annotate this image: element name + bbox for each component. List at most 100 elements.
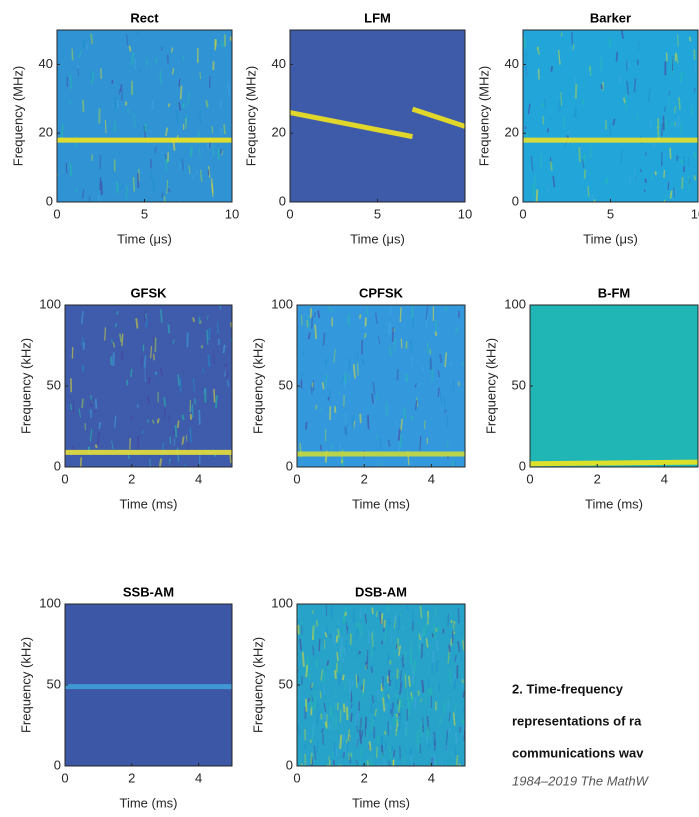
texture xyxy=(179,198,182,202)
texture xyxy=(625,94,627,109)
texture xyxy=(297,624,300,635)
texture xyxy=(151,177,155,193)
plot-area xyxy=(57,30,232,202)
texture xyxy=(664,117,668,132)
texture xyxy=(457,608,460,624)
texture xyxy=(206,315,209,320)
texture xyxy=(370,666,374,674)
texture xyxy=(543,98,547,108)
texture xyxy=(679,71,683,83)
texture xyxy=(458,763,461,766)
texture xyxy=(66,395,70,407)
texture xyxy=(332,630,336,646)
texture xyxy=(384,678,387,682)
texture xyxy=(395,677,398,690)
texture xyxy=(339,667,342,674)
texture xyxy=(562,116,566,129)
texture xyxy=(132,379,135,384)
texture xyxy=(439,390,442,404)
texture xyxy=(143,125,146,139)
texture xyxy=(425,638,429,648)
texture xyxy=(221,42,225,48)
caption-credit: 1984–2019 The MathW xyxy=(512,773,650,788)
x-axis-label: Time (μs) xyxy=(583,231,638,246)
texture xyxy=(310,682,314,688)
texture xyxy=(360,730,364,739)
texture xyxy=(364,608,367,615)
texture xyxy=(410,695,414,704)
texture xyxy=(166,314,170,324)
texture xyxy=(69,403,73,411)
texture xyxy=(599,57,603,71)
texture xyxy=(333,670,337,680)
y-axis-label: Frequency (kHz) xyxy=(18,338,33,434)
x-tick-label: 0 xyxy=(293,770,300,785)
texture xyxy=(371,393,375,404)
texture xyxy=(324,632,328,638)
texture xyxy=(399,681,403,695)
texture xyxy=(636,59,639,66)
texture xyxy=(358,650,362,655)
texture xyxy=(620,150,623,164)
texture xyxy=(320,713,323,720)
plot-background xyxy=(65,305,232,467)
texture xyxy=(324,374,328,387)
texture xyxy=(673,106,676,114)
texture xyxy=(150,346,153,359)
texture xyxy=(333,349,336,363)
texture xyxy=(112,342,116,348)
texture xyxy=(78,408,81,418)
x-tick-label: 5 xyxy=(374,206,381,221)
texture xyxy=(612,118,616,126)
texture xyxy=(693,175,697,181)
texture xyxy=(446,440,449,449)
texture xyxy=(211,145,215,157)
texture xyxy=(164,153,168,160)
texture xyxy=(408,675,411,687)
texture xyxy=(462,690,465,699)
texture xyxy=(400,338,403,349)
x-axis-label: Time (ms) xyxy=(119,496,177,511)
x-axis-label: Time (ms) xyxy=(352,795,410,810)
texture xyxy=(439,354,443,364)
texture xyxy=(446,413,449,427)
texture xyxy=(411,664,414,679)
texture xyxy=(425,315,429,330)
texture xyxy=(346,740,349,753)
texture xyxy=(426,616,429,624)
texture xyxy=(669,190,673,199)
texture xyxy=(371,607,374,615)
texture xyxy=(355,622,359,628)
texture xyxy=(344,612,347,616)
texture xyxy=(145,318,148,328)
texture xyxy=(402,698,405,708)
texture xyxy=(387,439,391,447)
texture xyxy=(376,735,380,743)
texture xyxy=(427,651,430,656)
plot-area xyxy=(290,30,465,202)
texture xyxy=(120,87,123,101)
texture xyxy=(388,679,392,686)
texture xyxy=(60,124,64,140)
texture xyxy=(401,657,404,667)
texture xyxy=(639,169,642,173)
texture xyxy=(340,711,344,721)
texture xyxy=(348,752,350,761)
texture xyxy=(426,342,430,354)
texture xyxy=(136,30,140,35)
texture xyxy=(358,729,363,744)
texture xyxy=(375,746,378,758)
texture xyxy=(152,336,156,350)
texture xyxy=(213,349,215,363)
texture xyxy=(189,146,193,157)
texture xyxy=(128,45,132,52)
texture xyxy=(676,54,679,64)
texture xyxy=(386,604,390,612)
texture xyxy=(97,195,100,202)
texture xyxy=(409,654,413,666)
texture xyxy=(418,644,422,649)
texture xyxy=(454,460,456,467)
texture xyxy=(453,626,456,631)
texture xyxy=(431,633,434,638)
texture xyxy=(355,736,359,747)
